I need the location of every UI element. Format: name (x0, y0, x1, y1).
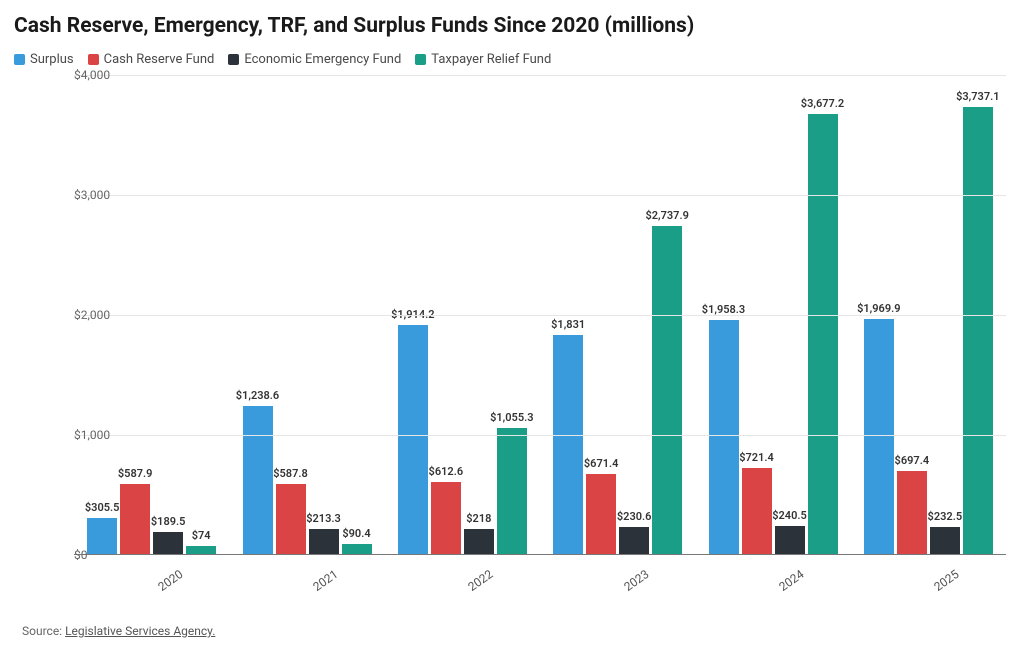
bar (153, 532, 183, 555)
bar-value-label: $1,055.3 (490, 411, 533, 424)
bar (619, 527, 649, 555)
gridline (74, 435, 1006, 436)
legend-label: Cash Reserve Fund (104, 52, 215, 67)
bar-value-label: $305.5 (85, 501, 120, 514)
bar (586, 474, 616, 555)
bar-value-label: $240.5 (772, 509, 807, 522)
legend-item: Cash Reserve Fund (88, 52, 215, 67)
bar-value-label: $3,677.2 (801, 97, 844, 110)
gridline (74, 75, 1006, 76)
legend-swatch (14, 54, 25, 65)
bar (243, 406, 273, 555)
legend-item: Surplus (14, 52, 74, 67)
legend-swatch (228, 54, 239, 65)
gridline (74, 195, 1006, 196)
legend-label: Surplus (30, 52, 74, 67)
source-link[interactable]: Legislative Services Agency. (65, 624, 215, 638)
bar-value-label: $587.9 (118, 467, 153, 480)
bar-value-label: $232.5 (928, 510, 963, 523)
x-tick-label: 2021 (310, 567, 340, 594)
legend-swatch (88, 54, 99, 65)
bar (120, 484, 150, 555)
bar-value-label: $90.4 (342, 527, 370, 540)
bar-value-label: $213.3 (306, 512, 341, 525)
bar (742, 468, 772, 555)
bar (709, 320, 739, 555)
legend-label: Taxpayer Relief Fund (431, 52, 551, 67)
legend-item: Taxpayer Relief Fund (415, 52, 551, 67)
bar-value-label: $3,737.1 (956, 90, 999, 103)
bar-value-label: $1,831 (551, 318, 585, 331)
chart-title: Cash Reserve, Emergency, TRF, and Surplu… (14, 14, 1006, 38)
x-tick-label: 2020 (155, 567, 185, 594)
legend: Surplus Cash Reserve Fund Economic Emergen… (14, 52, 1006, 67)
bar (276, 484, 306, 555)
x-tick-label: 2023 (621, 567, 651, 594)
bar-value-label: $189.5 (151, 515, 186, 528)
bar (930, 527, 960, 555)
gridline (74, 315, 1006, 316)
bar-value-label: $1,969.9 (857, 302, 900, 315)
bar-value-label: $230.6 (617, 510, 652, 523)
x-tick-label: 2024 (776, 567, 806, 594)
bar-value-label: $2,737.9 (645, 209, 688, 222)
x-tick-label: 2022 (466, 567, 496, 594)
bar-value-label: $671.4 (584, 457, 619, 470)
bar (87, 518, 117, 555)
bar (398, 325, 428, 555)
legend-label: Economic Emergency Fund (244, 52, 401, 67)
bar (897, 471, 927, 555)
bar (775, 526, 805, 555)
bar-value-label: $74 (192, 529, 211, 542)
bar-value-label: $1,238.6 (236, 389, 279, 402)
chart-plot: $305.5$587.9$189.5$742020$1,238.6$587.8$… (14, 75, 1006, 585)
source-footer: Source: Legislative Services Agency. (22, 624, 215, 638)
x-tick-label: 2025 (932, 567, 962, 594)
legend-item: Economic Emergency Fund (228, 52, 401, 67)
bar (553, 335, 583, 555)
bar (864, 319, 894, 555)
bar (309, 529, 339, 555)
bar (497, 428, 527, 555)
x-axis-line (74, 554, 1006, 555)
legend-swatch (415, 54, 426, 65)
bar-value-label: $587.8 (273, 467, 308, 480)
bar-value-label: $218 (466, 512, 491, 525)
bar (652, 226, 682, 555)
bar-value-label: $697.4 (895, 454, 930, 467)
source-prefix: Source: (22, 624, 65, 638)
bar (431, 482, 461, 556)
bar (963, 107, 993, 555)
bar-value-label: $612.6 (429, 465, 464, 478)
bar (808, 114, 838, 555)
bar (464, 529, 494, 555)
bar-value-label: $721.4 (739, 451, 774, 464)
